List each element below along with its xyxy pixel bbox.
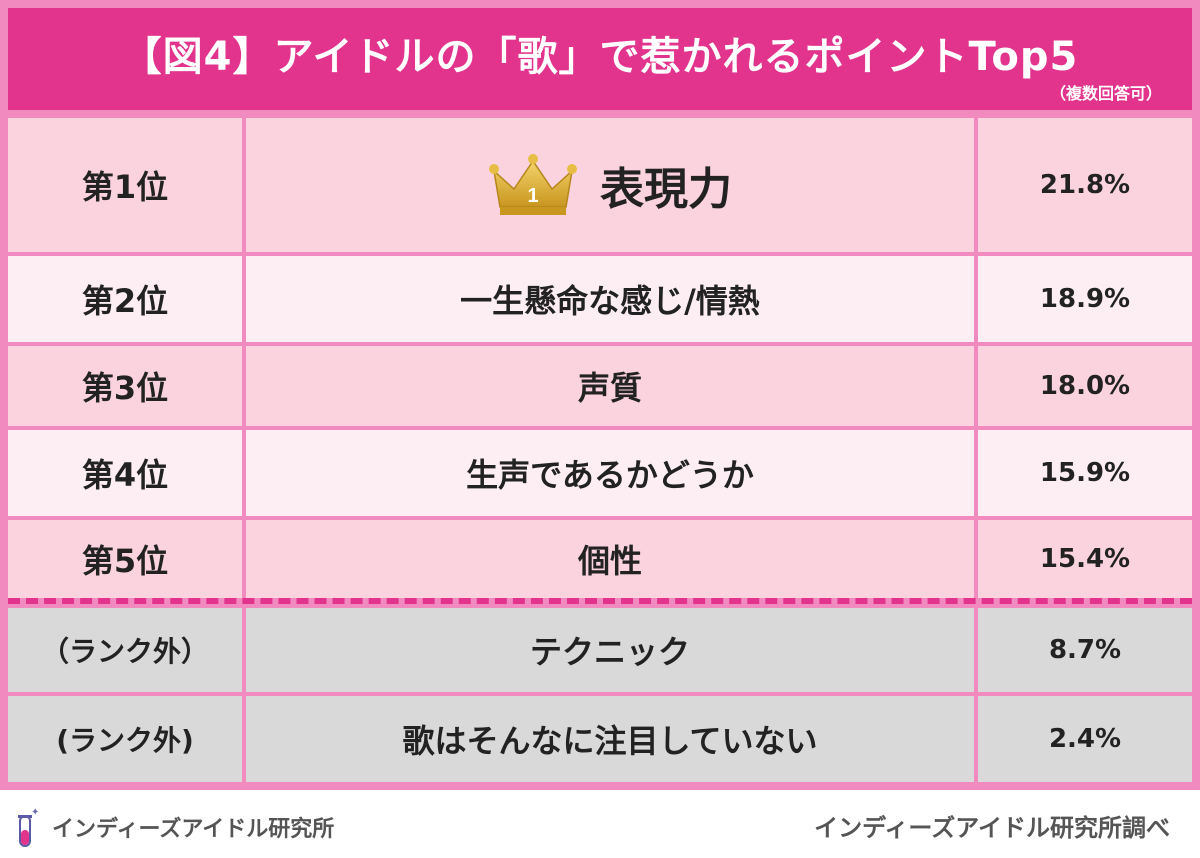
percent-value: 2.4% (978, 696, 1192, 782)
percent-value: 18.0% (978, 346, 1192, 426)
chart-title: 【図4】アイドルの「歌」で惹かれるポイントTop5 (121, 34, 1079, 80)
rank-label: 第3位 (8, 346, 242, 426)
table-row: （ランク外） テクニック 8.7% (8, 608, 1192, 692)
rank-label: （ランク外） (8, 608, 242, 692)
item-label: 声質 (246, 346, 974, 426)
table-row: (ランク外) 歌はそんなに注目していない 2.4% (8, 696, 1192, 782)
svg-text:✦: ✦ (31, 807, 39, 818)
table-row: 第2位 一生懸命な感じ/情熱 18.9% (8, 256, 1192, 342)
footer-logo-text: インディーズアイドル研究所 (52, 817, 335, 842)
rank-label: 第4位 (8, 430, 242, 516)
percent-value: 18.9% (978, 256, 1192, 342)
test-tube-icon: ✦ (18, 807, 39, 847)
percent-value: 21.8% (978, 118, 1192, 252)
item-label: 生声であるかどうか (246, 430, 974, 516)
footer-logo: ✦ インディーズアイドル研究所 (14, 806, 334, 848)
ranking-table: 第1位 1 表現力 2 (8, 118, 1192, 782)
table-row: 第3位 声質 18.0% (8, 346, 1192, 426)
table-row: 第5位 個性 15.4% (8, 520, 1192, 598)
source-note: インディーズアイドル研究所調べ (814, 814, 1170, 842)
crown-number: 1 (527, 185, 538, 207)
item-label: 一生懸命な感じ/情熱 (246, 256, 974, 342)
item-label: 歌はそんなに注目していない (246, 696, 974, 782)
chart-frame: 【図4】アイドルの「歌」で惹かれるポイントTop5 （複数回答可） 第1位 (0, 0, 1200, 790)
percent-value: 15.4% (978, 520, 1192, 598)
percent-value: 15.9% (978, 430, 1192, 516)
table-row: 第1位 1 表現力 2 (8, 118, 1192, 252)
rank-divider (8, 598, 1192, 604)
rank-label: (ランク外) (8, 696, 242, 782)
table-row: 第4位 生声であるかどうか 15.9% (8, 430, 1192, 516)
item-label: テクニック (246, 608, 974, 692)
rank-label: 第2位 (8, 256, 242, 342)
item-label: 表現力 (600, 164, 732, 215)
chart-header: 【図4】アイドルの「歌」で惹かれるポイントTop5 （複数回答可） (8, 8, 1192, 110)
item-cell: 1 表現力 (246, 118, 974, 252)
chart-subtitle: （複数回答可） (1049, 84, 1162, 103)
crown-icon: 1 (489, 154, 577, 215)
percent-value: 8.7% (978, 608, 1192, 692)
item-label: 個性 (246, 520, 974, 598)
rank-label: 第5位 (8, 520, 242, 598)
rank-label: 第1位 (8, 118, 242, 252)
